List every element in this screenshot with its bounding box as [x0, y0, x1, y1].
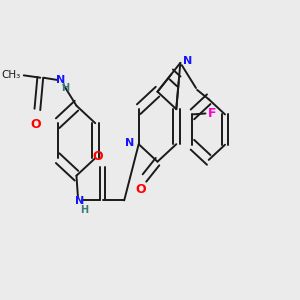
Text: CH₃: CH₃ [2, 70, 21, 80]
Text: N: N [75, 196, 84, 206]
Text: H: H [61, 83, 69, 93]
Text: F: F [208, 107, 216, 120]
Text: N: N [183, 56, 193, 66]
Text: N: N [125, 138, 135, 148]
Text: O: O [92, 150, 103, 163]
Text: O: O [136, 183, 146, 196]
Text: N: N [56, 75, 65, 85]
Text: O: O [31, 118, 41, 131]
Text: H: H [80, 205, 88, 215]
